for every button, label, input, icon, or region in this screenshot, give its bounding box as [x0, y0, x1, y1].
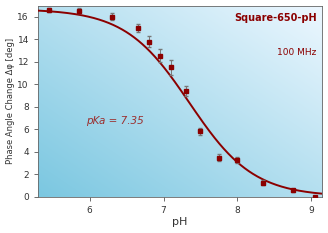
Text: 100 MHz: 100 MHz: [277, 48, 317, 57]
Text: Square-650-pH: Square-650-pH: [234, 13, 317, 23]
X-axis label: pH: pH: [173, 217, 188, 227]
Y-axis label: Phase Angle Change Δφ [deg]: Phase Angle Change Δφ [deg]: [6, 38, 14, 164]
Text: pKa = 7.35: pKa = 7.35: [86, 116, 144, 126]
